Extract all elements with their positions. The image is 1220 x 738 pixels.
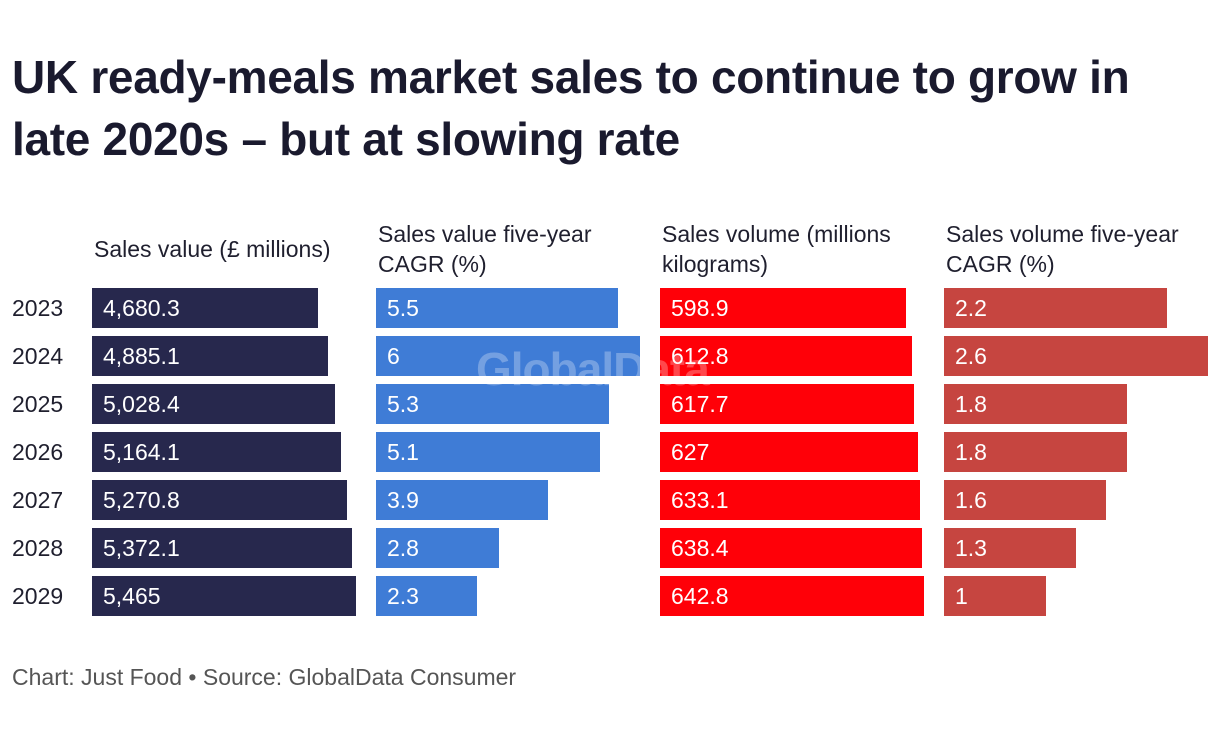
data-label-sales-value-cagr-2028: 2.8	[387, 535, 419, 561]
column-header-sales-volume-cagr: Sales volume five-year CAGR (%)	[946, 221, 1179, 277]
bar-sales-volume-2028	[660, 528, 922, 568]
data-label-sales-volume-2026: 627	[671, 439, 710, 465]
data-label-sales-volume-cagr-2028: 1.3	[955, 535, 987, 561]
bar-sales-value-cagr-2025	[376, 384, 609, 424]
data-label-sales-value-2024: 4,885.1	[103, 343, 180, 369]
bar-sales-value-2028	[92, 528, 352, 568]
data-label-sales-value-cagr-2027: 3.9	[387, 487, 419, 513]
bar-sales-volume-cagr-2025	[944, 384, 1127, 424]
data-label-sales-value-2028: 5,372.1	[103, 535, 180, 561]
data-label-sales-volume-cagr-2023: 2.2	[955, 295, 987, 321]
year-label-2026: 2026	[12, 439, 64, 465]
data-label-sales-volume-cagr-2027: 1.6	[955, 487, 987, 513]
bar-sales-volume-cagr-2027	[944, 480, 1106, 520]
year-label-2023: 2023	[12, 295, 64, 321]
data-label-sales-volume-cagr-2026: 1.8	[955, 439, 987, 465]
data-label-sales-value-2029: 5,465	[103, 583, 161, 609]
chart-title: UK ready-meals market sales to continue …	[12, 51, 1130, 165]
data-label-sales-volume-2025: 617.7	[671, 391, 729, 417]
bar-sales-volume-cagr-2029	[944, 576, 1046, 616]
data-label-sales-volume-cagr-2025: 1.8	[955, 391, 987, 417]
bar-sales-volume-2027	[660, 480, 920, 520]
bar-sales-value-cagr-2027	[376, 480, 548, 520]
data-label-sales-value-2023: 4,680.3	[103, 295, 180, 321]
bar-sales-volume-2026	[660, 432, 918, 472]
bar-sales-value-2027	[92, 480, 347, 520]
data-label-sales-volume-2027: 633.1	[671, 487, 729, 513]
bar-sales-volume-2029	[660, 576, 924, 616]
bar-sales-volume-2024	[660, 336, 912, 376]
bar-sales-value-2024	[92, 336, 328, 376]
bar-sales-volume-2023	[660, 288, 906, 328]
bar-sales-value-cagr-2026	[376, 432, 600, 472]
bar-sales-volume-cagr-2028	[944, 528, 1076, 568]
data-label-sales-value-cagr-2025: 5.3	[387, 391, 419, 417]
data-label-sales-value-2025: 5,028.4	[103, 391, 180, 417]
data-label-sales-value-2026: 5,164.1	[103, 439, 180, 465]
bar-sales-value-2029	[92, 576, 356, 616]
column-header-sales-volume: Sales volume (millions kilograms)	[662, 221, 891, 277]
bar-sales-volume-cagr-2024	[944, 336, 1208, 376]
bar-sales-volume-cagr-2026	[944, 432, 1127, 472]
bar-sales-volume-2025	[660, 384, 914, 424]
bar-sales-value-2023	[92, 288, 318, 328]
column-header-sales-value-cagr: Sales value five-year CAGR (%)	[378, 221, 592, 277]
bar-sales-volume-cagr-2023	[944, 288, 1167, 328]
data-label-sales-volume-2029: 642.8	[671, 583, 729, 609]
bar-sales-value-cagr-2023	[376, 288, 618, 328]
data-label-sales-value-cagr-2026: 5.1	[387, 439, 419, 465]
data-label-sales-volume-2024: 612.8	[671, 343, 729, 369]
bar-sales-value-2026	[92, 432, 341, 472]
data-label-sales-volume-cagr-2024: 2.6	[955, 343, 987, 369]
year-label-2029: 2029	[12, 583, 64, 609]
year-label-2025: 2025	[12, 391, 64, 417]
data-label-sales-volume-2023: 598.9	[671, 295, 729, 321]
data-label-sales-value-cagr-2029: 2.3	[387, 583, 419, 609]
data-label-sales-value-cagr-2023: 5.5	[387, 295, 419, 321]
data-label-sales-value-2027: 5,270.8	[103, 487, 180, 513]
data-label-sales-volume-2028: 638.4	[671, 535, 729, 561]
bar-sales-value-cagr-2028	[376, 528, 499, 568]
bar-sales-value-2025	[92, 384, 335, 424]
column-header-sales-value: Sales value (£ millions)	[94, 236, 331, 262]
year-label-2024: 2024	[12, 343, 64, 369]
year-label-2027: 2027	[12, 487, 64, 513]
bar-sales-value-cagr-2024	[376, 336, 640, 376]
bar-sales-value-cagr-2029	[376, 576, 477, 616]
chart-footer: Chart: Just Food • Source: GlobalData Co…	[12, 664, 517, 690]
data-label-sales-value-cagr-2024: 6	[387, 343, 400, 369]
year-label-2028: 2028	[12, 535, 64, 561]
data-label-sales-volume-cagr-2029: 1	[955, 583, 968, 609]
